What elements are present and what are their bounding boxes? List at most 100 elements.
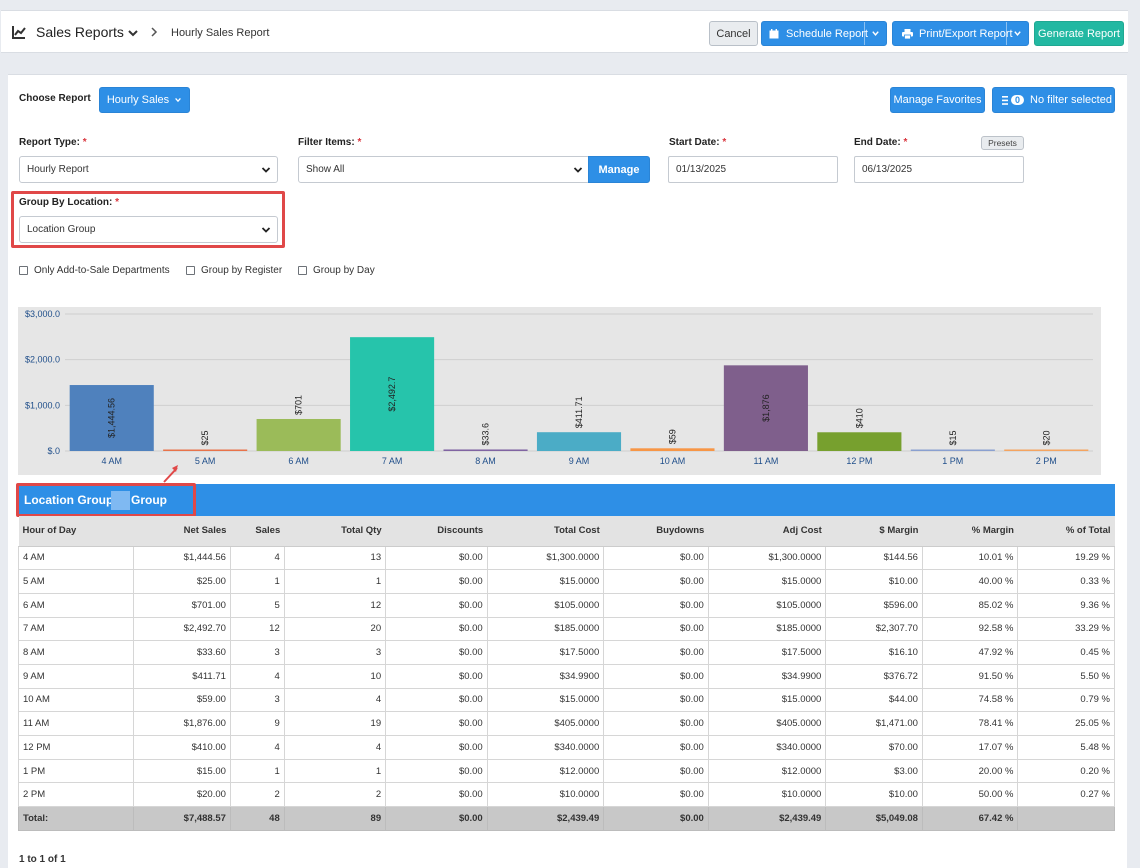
schedule-dropdown-toggle[interactable] [864, 22, 886, 45]
bar[interactable] [1004, 449, 1089, 452]
table-cell: $15.00 [133, 759, 231, 784]
generate-report-button[interactable]: Generate Report [1034, 21, 1124, 46]
table-cell: $12.0000 [487, 759, 605, 784]
table-row: 6 AM $701.00 5 12 $0.00 $105.0000 $0.00 $105.00… [17, 593, 1115, 618]
manage-button[interactable]: Manage [588, 156, 650, 183]
x-tick-label: 9 AM [569, 456, 590, 466]
table-cell: 0.45 % [1017, 640, 1115, 665]
x-tick-label: 7 AM [382, 456, 403, 466]
bar[interactable] [536, 432, 622, 451]
table-row: 9 AM $411.71 4 10 $0.00 $34.9900 $0.00 $34.9900… [17, 664, 1115, 689]
bar[interactable] [69, 385, 154, 451]
choose-report-dropdown[interactable]: Hourly Sales [99, 87, 190, 113]
table-cell: $3.00 [825, 759, 923, 784]
bar[interactable] [163, 449, 248, 452]
filter-button[interactable]: 0 No filter selected [992, 87, 1115, 113]
table-row: 5 AM $25.00 1 1 $0.00 $15.0000 $0.00 $15.0000 $1… [17, 569, 1115, 594]
table-cell: 10 [284, 664, 387, 689]
table-cell: $0.00 [385, 617, 488, 642]
bar[interactable] [443, 449, 528, 451]
table-cell: 9 AM [17, 664, 135, 689]
table-cell: 74.58 % [922, 688, 1019, 713]
table-cell: $1,876.00 [133, 711, 231, 736]
table-cell: $105.0000 [487, 593, 605, 618]
table-cell: 10.01 % [922, 546, 1019, 571]
column-header[interactable]: Adj Cost [708, 516, 826, 547]
bar[interactable] [723, 365, 808, 451]
report-type-select[interactable]: Hourly Report [19, 156, 278, 183]
start-date-input[interactable]: 01/13/2025 [668, 156, 838, 183]
chevron-down-icon[interactable] [127, 27, 139, 39]
start-date-label: Start Date: * [669, 137, 727, 148]
schedule-report-button[interactable]: Schedule Report [761, 21, 887, 46]
column-header[interactable]: Net Sales [133, 516, 231, 547]
filter-items-select[interactable]: Show All [298, 156, 590, 183]
column-header[interactable]: Total Cost [487, 516, 604, 547]
checkbox-add-to-sale[interactable]: Only Add-to-Sale Departments [19, 265, 170, 276]
table-cell: 13 [284, 546, 387, 571]
table-cell: 1 [284, 569, 387, 594]
checkbox-group-by-day[interactable]: Group by Day [298, 265, 375, 276]
print-dropdown-toggle[interactable] [1006, 22, 1028, 45]
table-cell: 5 AM [17, 569, 135, 594]
end-date-input[interactable]: 06/13/2025 [854, 156, 1024, 183]
table-cell: 0.79 % [1017, 688, 1115, 713]
table-cell: $15.0000 [487, 688, 605, 713]
bar-data-label: $1,444.56 [107, 398, 117, 438]
column-header[interactable]: % Margin [922, 516, 1018, 547]
table-row: 10 AM $59.00 3 4 $0.00 $15.0000 $0.00 $15.0000 $… [17, 688, 1115, 713]
y-tick-label: $1,000.0 [25, 400, 60, 410]
table-cell: 0.20 % [1017, 759, 1115, 784]
checkbox-label: Group by Day [313, 265, 375, 276]
table-cell: $17.5000 [708, 640, 827, 665]
table-cell: 9 [230, 711, 285, 736]
column-header[interactable]: Buydowns [603, 516, 709, 547]
column-header[interactable]: Discounts [385, 516, 488, 547]
chevron-down-icon [1014, 31, 1021, 36]
table-total-row: Total: $7,488.57 48 89 $0.00 $2,439.49 $0.00 $2… [17, 806, 1115, 831]
table-cell: $376.72 [825, 664, 923, 689]
total-cell: $5,049.08 [825, 806, 923, 831]
table-cell: $0.00 [603, 735, 709, 760]
table-cell: 50.00 % [922, 782, 1019, 808]
bar[interactable] [350, 337, 435, 451]
table-cell: 2 [230, 782, 285, 808]
cancel-button[interactable]: Cancel [709, 21, 758, 46]
table-cell: $17.5000 [487, 640, 605, 665]
table-cell: $34.9900 [487, 664, 605, 689]
table-cell: $70.00 [825, 735, 923, 760]
bar[interactable] [256, 418, 341, 451]
table-cell: 20 [284, 617, 387, 642]
column-header[interactable]: $ Margin [825, 516, 923, 547]
table-cell: 20.00 % [922, 759, 1019, 784]
table-cell: $0.00 [385, 688, 488, 713]
table-cell: $0.00 [385, 759, 488, 784]
print-export-button[interactable]: Print/Export Report [892, 21, 1029, 46]
app-title[interactable]: Sales Reports [36, 24, 124, 40]
checkbox-box[interactable] [19, 266, 28, 275]
checkbox-box[interactable] [186, 266, 195, 275]
presets-button[interactable]: Presets [981, 136, 1024, 150]
hourly-sales-chart: $.0 $1,000.0 $2,000.0 $3,000.0 $1,444.56 4 AM… [18, 307, 1101, 475]
table-cell: 7 AM [17, 617, 135, 642]
bar[interactable] [910, 449, 995, 452]
bar[interactable] [630, 448, 715, 451]
table-cell: 0.27 % [1017, 782, 1115, 808]
table-cell: 10 AM [17, 688, 135, 713]
column-header[interactable]: Hour of Day [18, 516, 134, 547]
table-cell: 12 [230, 617, 285, 642]
table-header-row: Hour of Day Net Sales Sales Total Qty Discou… [18, 516, 1115, 547]
table-cell: 0.33 % [1017, 569, 1115, 594]
manage-favorites-button[interactable]: Manage Favorites [890, 87, 985, 113]
column-header[interactable]: Sales [230, 516, 285, 547]
checkbox-box[interactable] [298, 266, 307, 275]
group-by-select[interactable]: Location Group [19, 216, 278, 243]
breadcrumb: Hourly Sales Report [171, 27, 270, 39]
bar[interactable] [817, 432, 902, 451]
table-cell: $15.0000 [708, 688, 827, 713]
column-header[interactable]: Total Qty [284, 516, 386, 547]
checkbox-group-by-register[interactable]: Group by Register [186, 265, 282, 276]
bar-data-label: $20 [1041, 430, 1051, 445]
column-header[interactable]: % of Total [1017, 516, 1115, 547]
table-cell: 3 [284, 640, 387, 665]
